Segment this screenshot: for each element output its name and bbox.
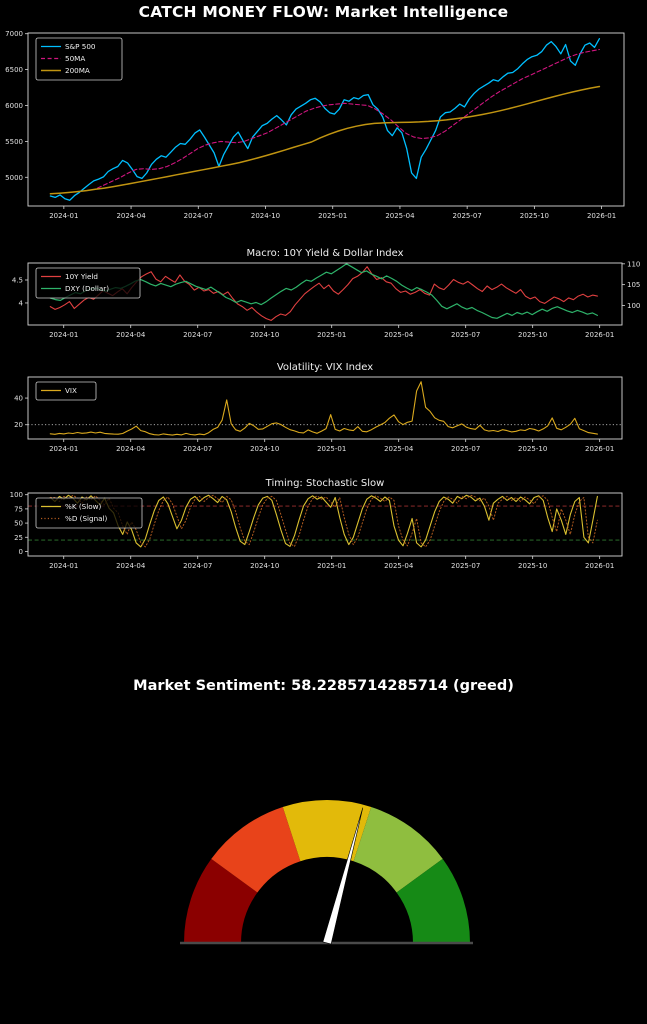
x-tick-label: 2024-01: [49, 331, 78, 339]
series-vix: [49, 381, 598, 436]
x-tick-label: 2024-04: [116, 562, 146, 570]
chart-title: Macro: 10Y Yield & Dollar Index: [246, 248, 403, 259]
y-tick-label: 6000: [5, 102, 23, 110]
x-tick-label: 2024-01: [49, 212, 78, 220]
y-tick-label: 5500: [5, 138, 23, 146]
legend: S&P 500 50MA 200MA: [35, 37, 123, 81]
x-tick-label: 2024-10: [250, 445, 279, 453]
x-tick-label: 2026-01: [585, 562, 614, 570]
x-tick-label: 2024-01: [49, 562, 78, 570]
x-tick-label: 2024-04: [116, 212, 146, 220]
x-tick-label: 2025-04: [384, 331, 414, 339]
x-tick-label: 2026-01: [587, 212, 616, 220]
gauge-segment-4: [353, 807, 443, 893]
y-tick-label: 4.5: [12, 276, 23, 284]
y-tick-label: 40: [14, 395, 23, 403]
x-tick-label: 2025-04: [385, 212, 415, 220]
series-10y-yield: [49, 266, 598, 321]
x-tick-label: 2024-07: [183, 331, 212, 339]
y-tick-label: 7000: [5, 30, 23, 38]
x-tick-label: 2024-10: [251, 212, 280, 220]
legend-label: 200MA: [65, 66, 90, 75]
y-tick-label-right: 110: [627, 260, 640, 268]
x-tick-label: 2025-10: [518, 562, 547, 570]
gauge-needle: [322, 807, 364, 945]
x-tick-label: 2024-04: [116, 445, 146, 453]
sentiment-title: Market Sentiment: 58.2285714285714 (gree…: [133, 678, 514, 694]
legend: %K (Slow) %D (Signal): [35, 497, 143, 529]
gauge-segment-2: [211, 807, 301, 893]
y-tick-label: 5000: [5, 174, 23, 182]
y-tick-label: 50: [14, 520, 23, 528]
x-tick-label: 2025-07: [451, 445, 480, 453]
legend-box: [35, 37, 123, 81]
x-tick-label: 2025-10: [518, 331, 547, 339]
chart-vix: Volatility: VIX Index 2024-01 2024-04 2024-…: [14, 362, 623, 453]
series-k-slow: [49, 494, 598, 548]
x-tick-label: 2026-01: [585, 331, 614, 339]
chart-stoch: Timing: Stochastic Slow 2024-01 2024-04 202…: [10, 478, 623, 570]
y-tick-label: 6500: [5, 66, 23, 74]
gauge-segment-1: [183, 858, 258, 943]
series-50ma: [96, 48, 600, 189]
chart-macro: Macro: 10Y Yield & Dollar Index 2024-01 20…: [12, 248, 641, 339]
x-tick-label: 2026-01: [585, 445, 614, 453]
y-tick-label: 4: [19, 299, 24, 307]
x-tick-label: 2024-04: [116, 331, 146, 339]
gauge-segment-5: [396, 858, 470, 943]
plot-border: [27, 492, 623, 557]
sentiment-gauge: [180, 799, 473, 945]
y-tick-label-right: 105: [627, 281, 640, 289]
series-dxy-dollar: [49, 263, 599, 319]
x-tick-label: 2025-10: [520, 212, 549, 220]
x-tick-label: 2025-07: [453, 212, 482, 220]
y-tick-label: 20: [14, 421, 23, 429]
legend-box: [35, 267, 141, 299]
y-tick-label: 100: [10, 491, 23, 499]
x-tick-label: 2024-07: [184, 212, 213, 220]
chart-title: Volatility: VIX Index: [277, 362, 373, 373]
x-tick-label: 2024-10: [250, 331, 279, 339]
gauge-segment-3: [282, 799, 372, 862]
legend-box: [35, 497, 143, 529]
plot-border: [27, 32, 625, 207]
page-title: CATCH MONEY FLOW: Market Intelligence: [138, 3, 509, 21]
plot-border: [27, 262, 623, 326]
chart-title: Timing: Stochastic Slow: [265, 478, 385, 489]
x-tick-label: 2025-07: [451, 331, 480, 339]
legend-label: %K (Slow): [65, 502, 101, 511]
legend: 10Y Yield DXY (Dollar): [35, 267, 141, 299]
legend-label: DXY (Dollar): [65, 284, 109, 293]
chart-price: 2024-01 2024-04 2024-07 2024-10 2025-01 2025-…: [5, 30, 625, 220]
x-tick-label: 2025-04: [384, 562, 414, 570]
series-d-signal: [49, 494, 598, 548]
legend-label: %D (Signal): [65, 514, 108, 523]
legend-label: VIX: [65, 386, 77, 395]
plot-border: [27, 376, 623, 440]
x-tick-label: 2025-10: [518, 445, 547, 453]
series-200ma: [49, 85, 601, 195]
x-tick-label: 2024-10: [250, 562, 279, 570]
x-tick-label: 2025-01: [318, 212, 347, 220]
y-tick-label: 0: [19, 548, 23, 556]
x-tick-label: 2024-01: [49, 445, 78, 453]
x-tick-label: 2025-04: [384, 445, 414, 453]
legend-box: [35, 381, 97, 401]
x-tick-label: 2024-07: [183, 445, 212, 453]
x-tick-label: 2025-07: [451, 562, 480, 570]
legend-label: 10Y Yield: [65, 272, 98, 281]
x-tick-label: 2025-01: [317, 445, 346, 453]
legend-label: S&P 500: [65, 42, 96, 51]
y-tick-label: 25: [14, 534, 23, 542]
x-tick-label: 2025-01: [317, 562, 346, 570]
series-s-p-500: [49, 38, 601, 201]
x-tick-label: 2025-01: [317, 331, 346, 339]
x-tick-label: 2024-07: [183, 562, 212, 570]
legend-label: 50MA: [65, 54, 85, 63]
legend: VIX: [35, 381, 97, 401]
y-tick-label: 75: [14, 505, 23, 513]
y-tick-label-right: 100: [627, 302, 640, 310]
